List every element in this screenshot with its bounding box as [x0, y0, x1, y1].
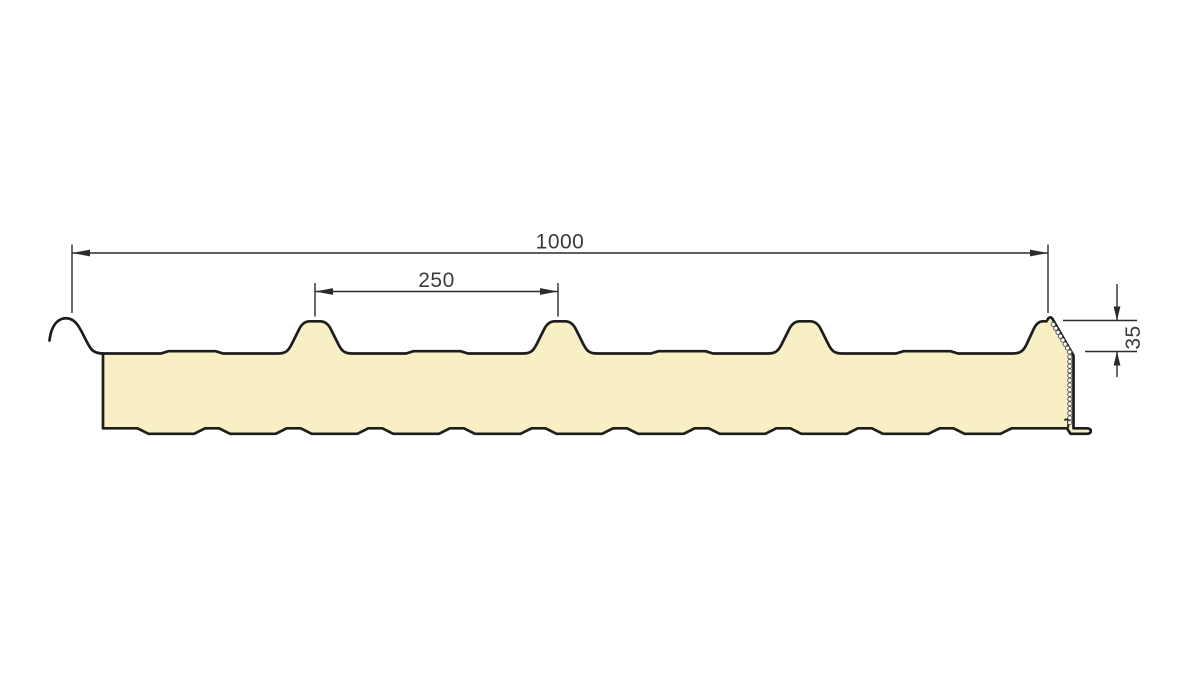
arrowhead-right: [540, 288, 558, 295]
arrowhead-up: [1113, 351, 1121, 366]
arrowhead-left: [315, 288, 333, 295]
dimension-rib-height: 35: [1063, 284, 1145, 377]
panel-foam-body: [101, 315, 1093, 436]
arrowhead-left: [72, 249, 90, 257]
dimension-annotations: 1000 250 35: [71, 231, 1145, 377]
arrowhead-down: [1113, 306, 1121, 321]
overall-width-label: 1000: [536, 231, 585, 254]
panel-overlap-rib: [48, 316, 105, 355]
rib-height-label: 35: [1122, 325, 1145, 349]
foam-edge-bubbles: [1050, 321, 1073, 426]
rib-spacing-label: 250: [418, 269, 455, 292]
dimension-rib-spacing: 250: [314, 269, 559, 317]
dimension-overall-width: 1000: [71, 231, 1049, 313]
panel-outline-group: [48, 315, 1093, 436]
arrowhead-right: [1030, 249, 1048, 257]
